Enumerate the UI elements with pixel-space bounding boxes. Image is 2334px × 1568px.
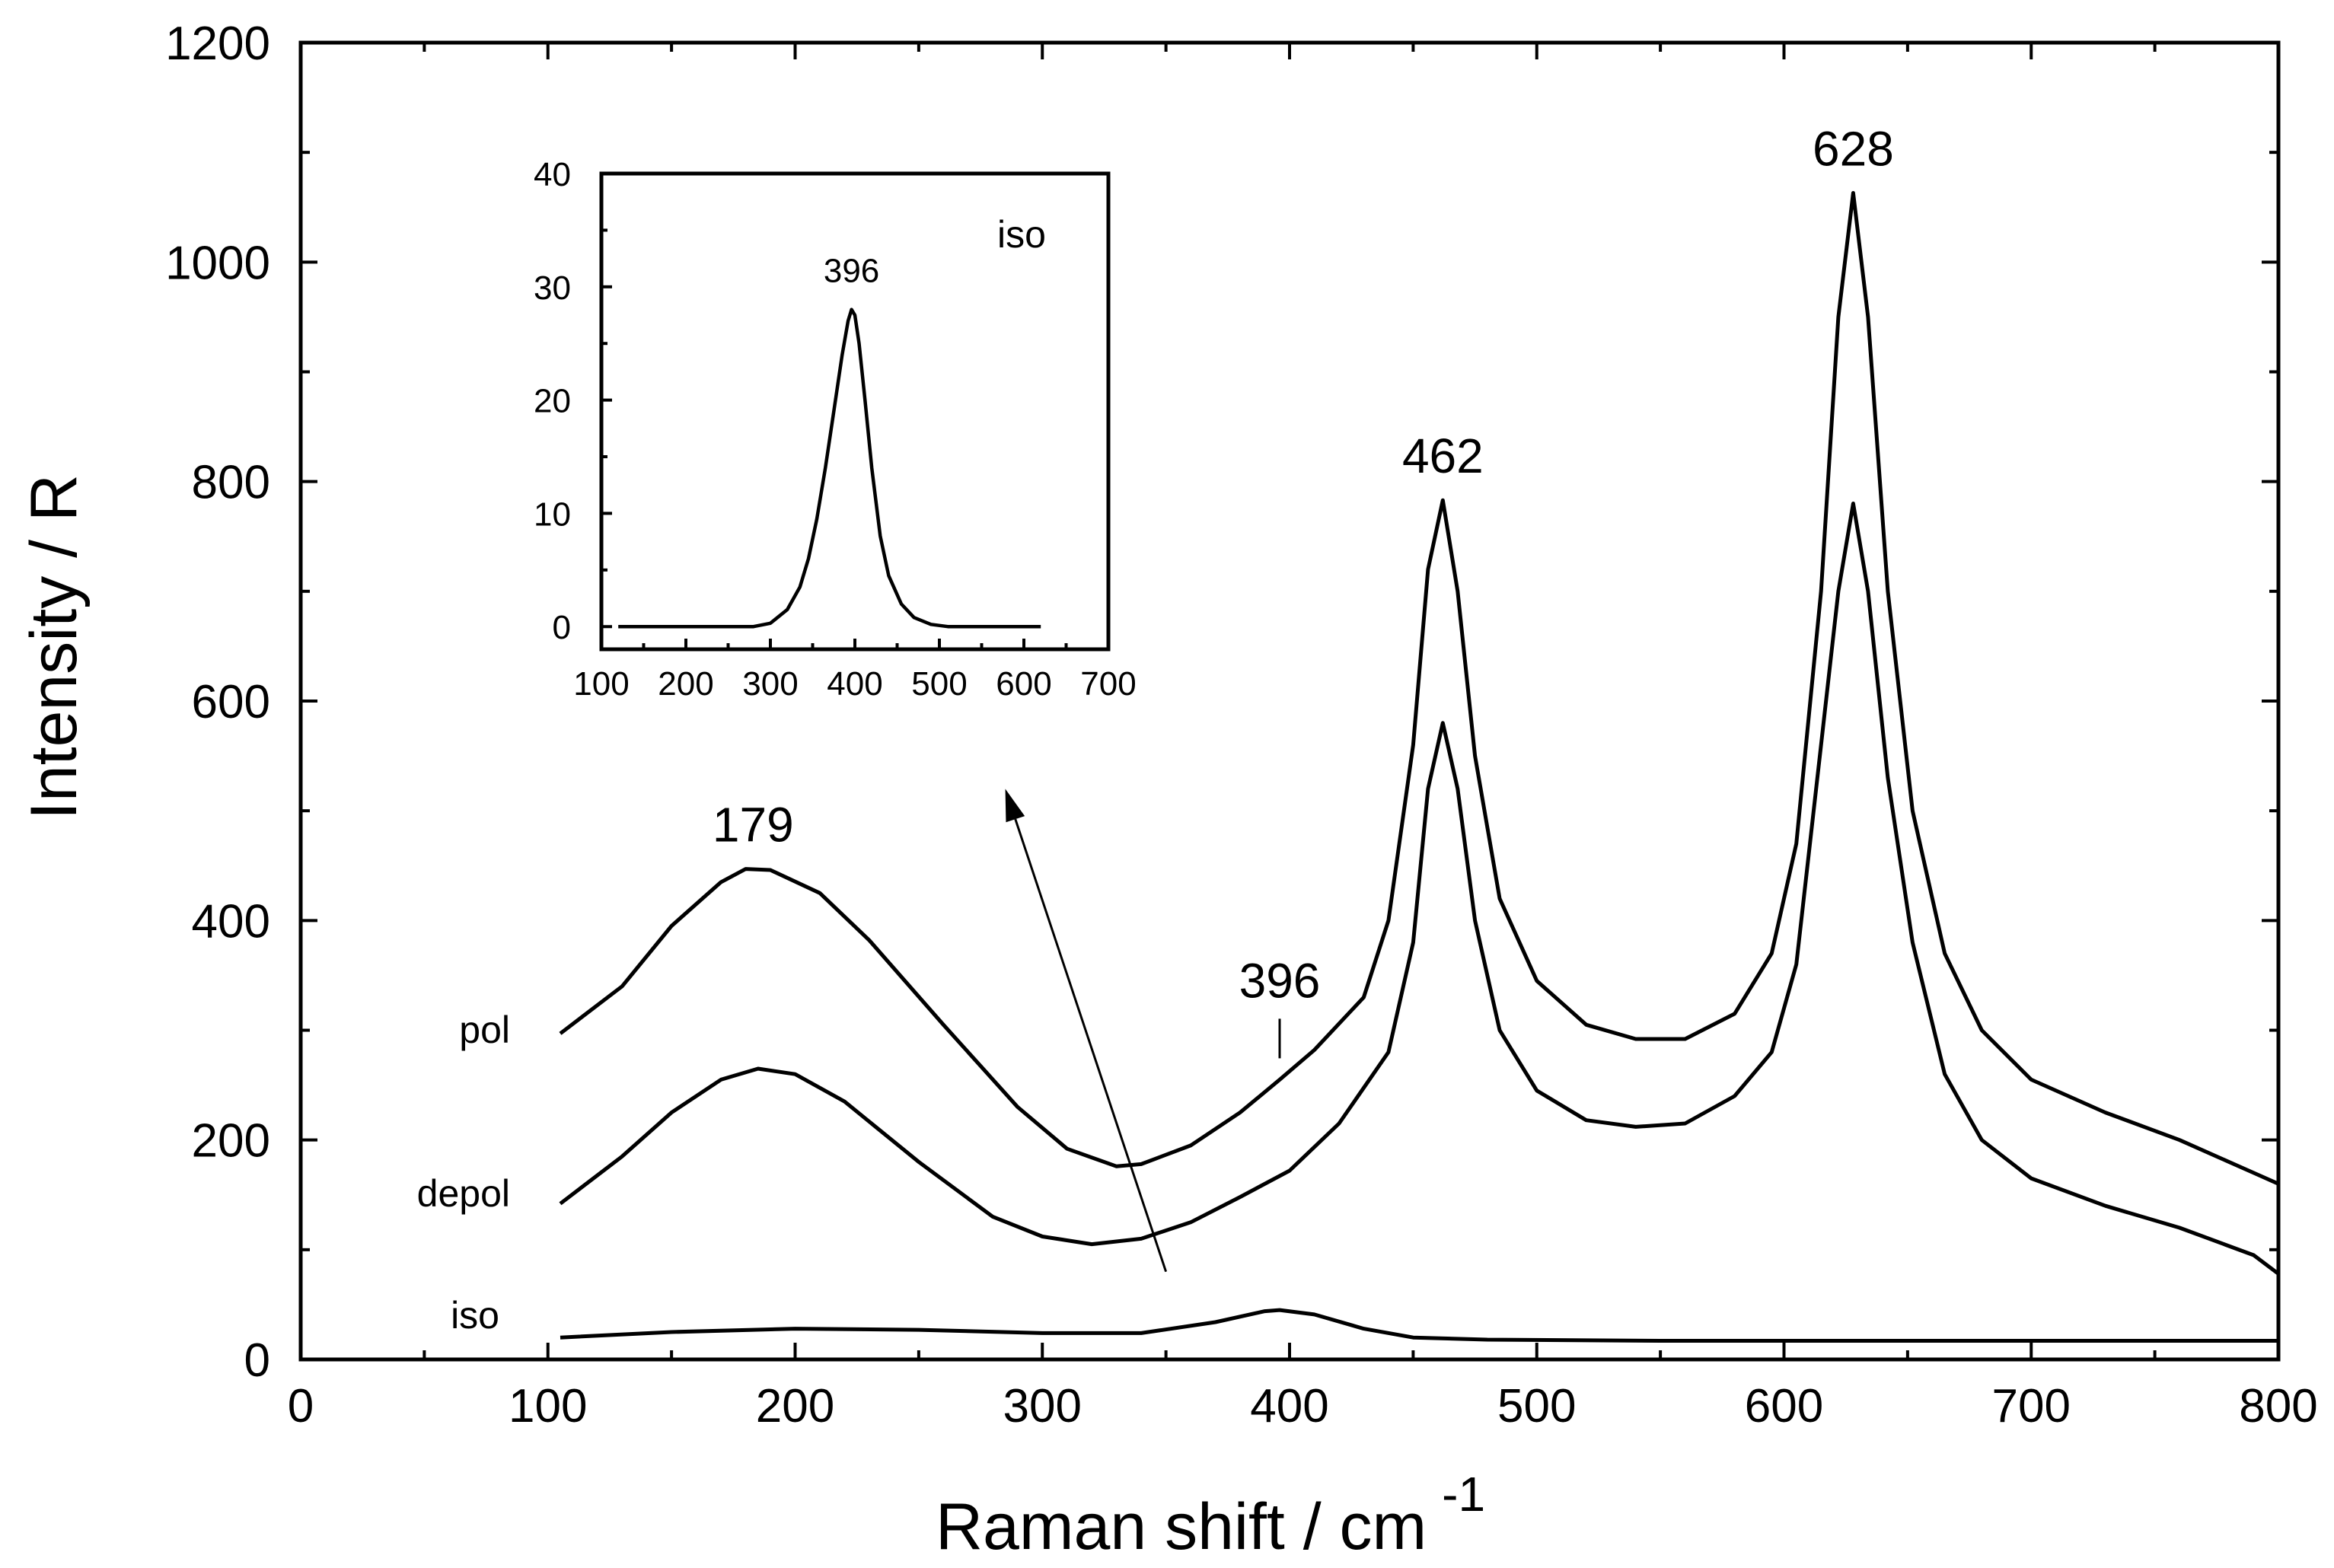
- peak-label: 628: [1813, 122, 1894, 177]
- inset-x-tick-label: 500: [911, 665, 967, 703]
- inset-x-tick-label: 100: [573, 665, 629, 703]
- inset-series-line-iso: [618, 308, 1041, 629]
- y-tick-label: 200: [192, 1115, 270, 1168]
- inset-y-tick-label: 20: [534, 383, 571, 420]
- peak-label: 396: [1239, 953, 1321, 1008]
- main-series-group: [559, 191, 2280, 1343]
- main-x-ticks: 0 100 200 300 400 500 600 700 800: [288, 43, 2318, 1433]
- inset-y-tick-label: 30: [534, 269, 571, 307]
- inset-x-tick-label: 200: [658, 665, 713, 703]
- x-axis-label: Raman shift / cm -1: [936, 1467, 1485, 1563]
- x-tick-label: 600: [1745, 1380, 1823, 1433]
- series-line-depol: [559, 502, 2280, 1276]
- arrow-head: [1005, 789, 1025, 823]
- series-label-pol: pol: [459, 1009, 510, 1051]
- main-plot: 0 100 200 300 400 500 600 700 800 02004006008001…: [18, 18, 2318, 1563]
- inset-y-tick-label: 40: [534, 156, 571, 193]
- arrow-shaft: [1014, 818, 1168, 1273]
- series-line-pol: [559, 191, 2280, 1186]
- y-tick-label: 1200: [165, 18, 270, 70]
- x-tick-label: 0: [288, 1380, 314, 1433]
- peak-label: 179: [713, 798, 794, 853]
- x-axis-label-text: Raman shift / cm: [936, 1490, 1427, 1563]
- inset-title: iso: [997, 213, 1046, 256]
- y-axis-label: Intensity / R: [18, 474, 91, 820]
- y-tick-label: 800: [192, 457, 270, 509]
- main-peak-labels: 179 396 462 628: [713, 122, 1894, 1059]
- inset-y-tick-label: 0: [553, 609, 571, 646]
- x-tick-label: 800: [2239, 1380, 2317, 1433]
- inset-peak-labels: 396: [824, 253, 879, 290]
- inset-x-ticks: 100 200 300 400 500 600 700: [573, 639, 1137, 703]
- series-label-iso: iso: [451, 1294, 499, 1337]
- x-axis-label-superscript: -1: [1442, 1467, 1485, 1522]
- inset-arrow: [1005, 789, 1168, 1273]
- x-tick-label: 100: [509, 1380, 587, 1433]
- y-tick-label: 600: [192, 676, 270, 728]
- y-tick-label: 400: [192, 895, 270, 948]
- x-tick-label: 300: [1003, 1380, 1082, 1433]
- inset-plot: 100 200 300 400 500 600 700 0 10 20 30 40 396 iso: [534, 156, 1137, 703]
- inset-series-group: [618, 308, 1041, 629]
- inset-y-tick-label: 10: [534, 496, 571, 533]
- series-line-iso: [560, 1308, 2278, 1343]
- y-tick-label: 1000: [165, 237, 270, 289]
- x-tick-label: 400: [1250, 1380, 1328, 1433]
- y-tick-label: 0: [244, 1334, 270, 1387]
- x-tick-label: 200: [756, 1380, 834, 1433]
- x-tick-label: 700: [1992, 1380, 2071, 1433]
- inset-x-tick-label: 300: [742, 665, 798, 703]
- peak-label: 462: [1402, 429, 1484, 483]
- x-tick-label: 500: [1497, 1380, 1576, 1433]
- series-label-depol: depol: [417, 1172, 510, 1215]
- inset-peak-label: 396: [824, 253, 879, 290]
- inset-x-tick-label: 400: [827, 665, 882, 703]
- inset-x-tick-label: 700: [1080, 665, 1136, 703]
- inset-y-ticks: 0 10 20 30 40: [534, 156, 612, 646]
- inset-x-tick-label: 600: [996, 665, 1051, 703]
